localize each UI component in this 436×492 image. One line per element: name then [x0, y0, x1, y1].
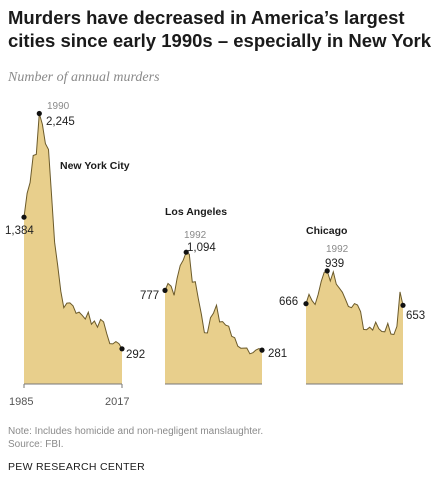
dot-new-york-end [119, 346, 124, 351]
footnote: Note: Includes homicide and non-negligen… [8, 425, 263, 451]
peak-year-new-york: 1990 [47, 101, 70, 112]
peak-label-chicago: 939 [325, 258, 344, 270]
area-los-angeles [165, 252, 262, 384]
dot-los-angeles-start [162, 288, 167, 293]
area-chicago [306, 271, 403, 384]
start-label-chicago: 666 [279, 296, 298, 308]
dot-new-york-peak [37, 111, 42, 116]
source-text: Source: FBI. [8, 438, 263, 451]
dot-los-angeles-end [259, 348, 264, 353]
panel-new-york: 1990 2,245 1,384 292 New York City 1985 … [5, 101, 145, 408]
peak-label-los-angeles: 1,094 [187, 242, 216, 254]
x-tick-label-2017: 2017 [105, 396, 129, 408]
peak-year-los-angeles: 1992 [184, 230, 207, 241]
area-new-york [24, 114, 122, 385]
panel-los-angeles: 1992 1,094 777 281 Los Angeles [140, 206, 287, 384]
brand-logo-text: PEW RESEARCH CENTER [8, 461, 145, 473]
end-label-chicago: 653 [406, 310, 425, 322]
dot-chicago-start [303, 301, 308, 306]
dot-chicago-end [400, 303, 405, 308]
panel-chicago: 1992 939 666 653 Chicago [279, 225, 425, 384]
note-text: Note: Includes homicide and non-negligen… [8, 425, 263, 438]
start-label-new-york: 1,384 [5, 225, 34, 237]
city-label-chicago: Chicago [306, 225, 347, 237]
start-label-los-angeles: 777 [140, 290, 159, 302]
peak-year-chicago: 1992 [326, 244, 349, 255]
end-label-los-angeles: 281 [268, 348, 287, 360]
peak-label-new-york: 2,245 [46, 116, 75, 128]
city-label-los-angeles: Los Angeles [165, 206, 227, 218]
x-tick-label-1985: 1985 [9, 396, 33, 408]
city-label-new-york: New York City [60, 160, 130, 172]
dot-new-york-start [21, 215, 26, 220]
end-label-new-york: 292 [126, 349, 145, 361]
